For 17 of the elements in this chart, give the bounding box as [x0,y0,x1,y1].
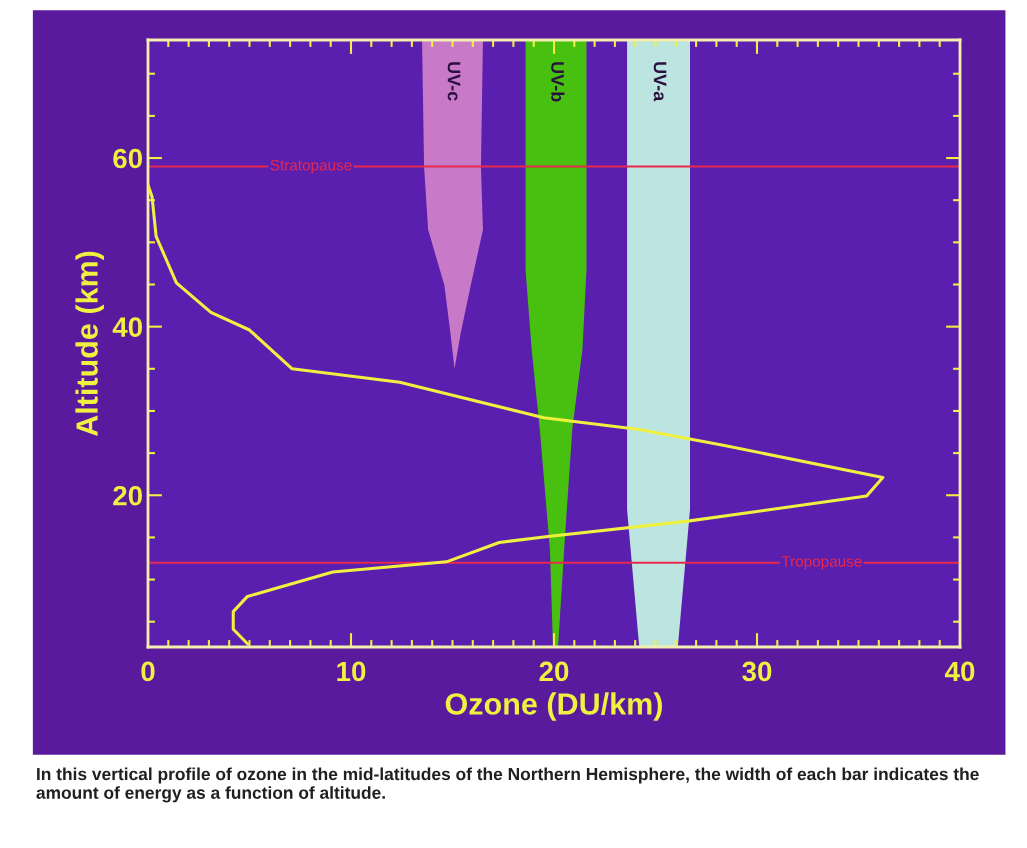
series-label: UV-b [551,62,565,102]
y-tick-label: 40 [112,317,142,337]
series-label: UV-a [653,62,667,102]
y-tick-label: 60 [113,148,142,169]
x-tick-label: 20 [539,661,569,682]
x-tick-label: 30 [742,661,772,682]
ref-line-label: Tropopause [781,556,862,570]
text: In this vertical profile of ozone in the mid-latitudes of the Northern Hemisphere, the width of each bar indicates the amount of energy as a function of altitude. [36,767,979,803]
y-tick-label: 20 [113,485,142,506]
line-series [148,183,885,646]
x-tick-label: 0 [141,661,155,682]
x-tick-label: 10 [337,661,366,682]
x-tick-label: 40 [944,661,975,682]
ref-line-label: Stratopause [270,159,352,174]
x-axis-title: Ozone (DU/km) [445,692,662,721]
y-axis-title: Altitude (km) [75,251,104,437]
series-label: UV-c [447,62,461,101]
